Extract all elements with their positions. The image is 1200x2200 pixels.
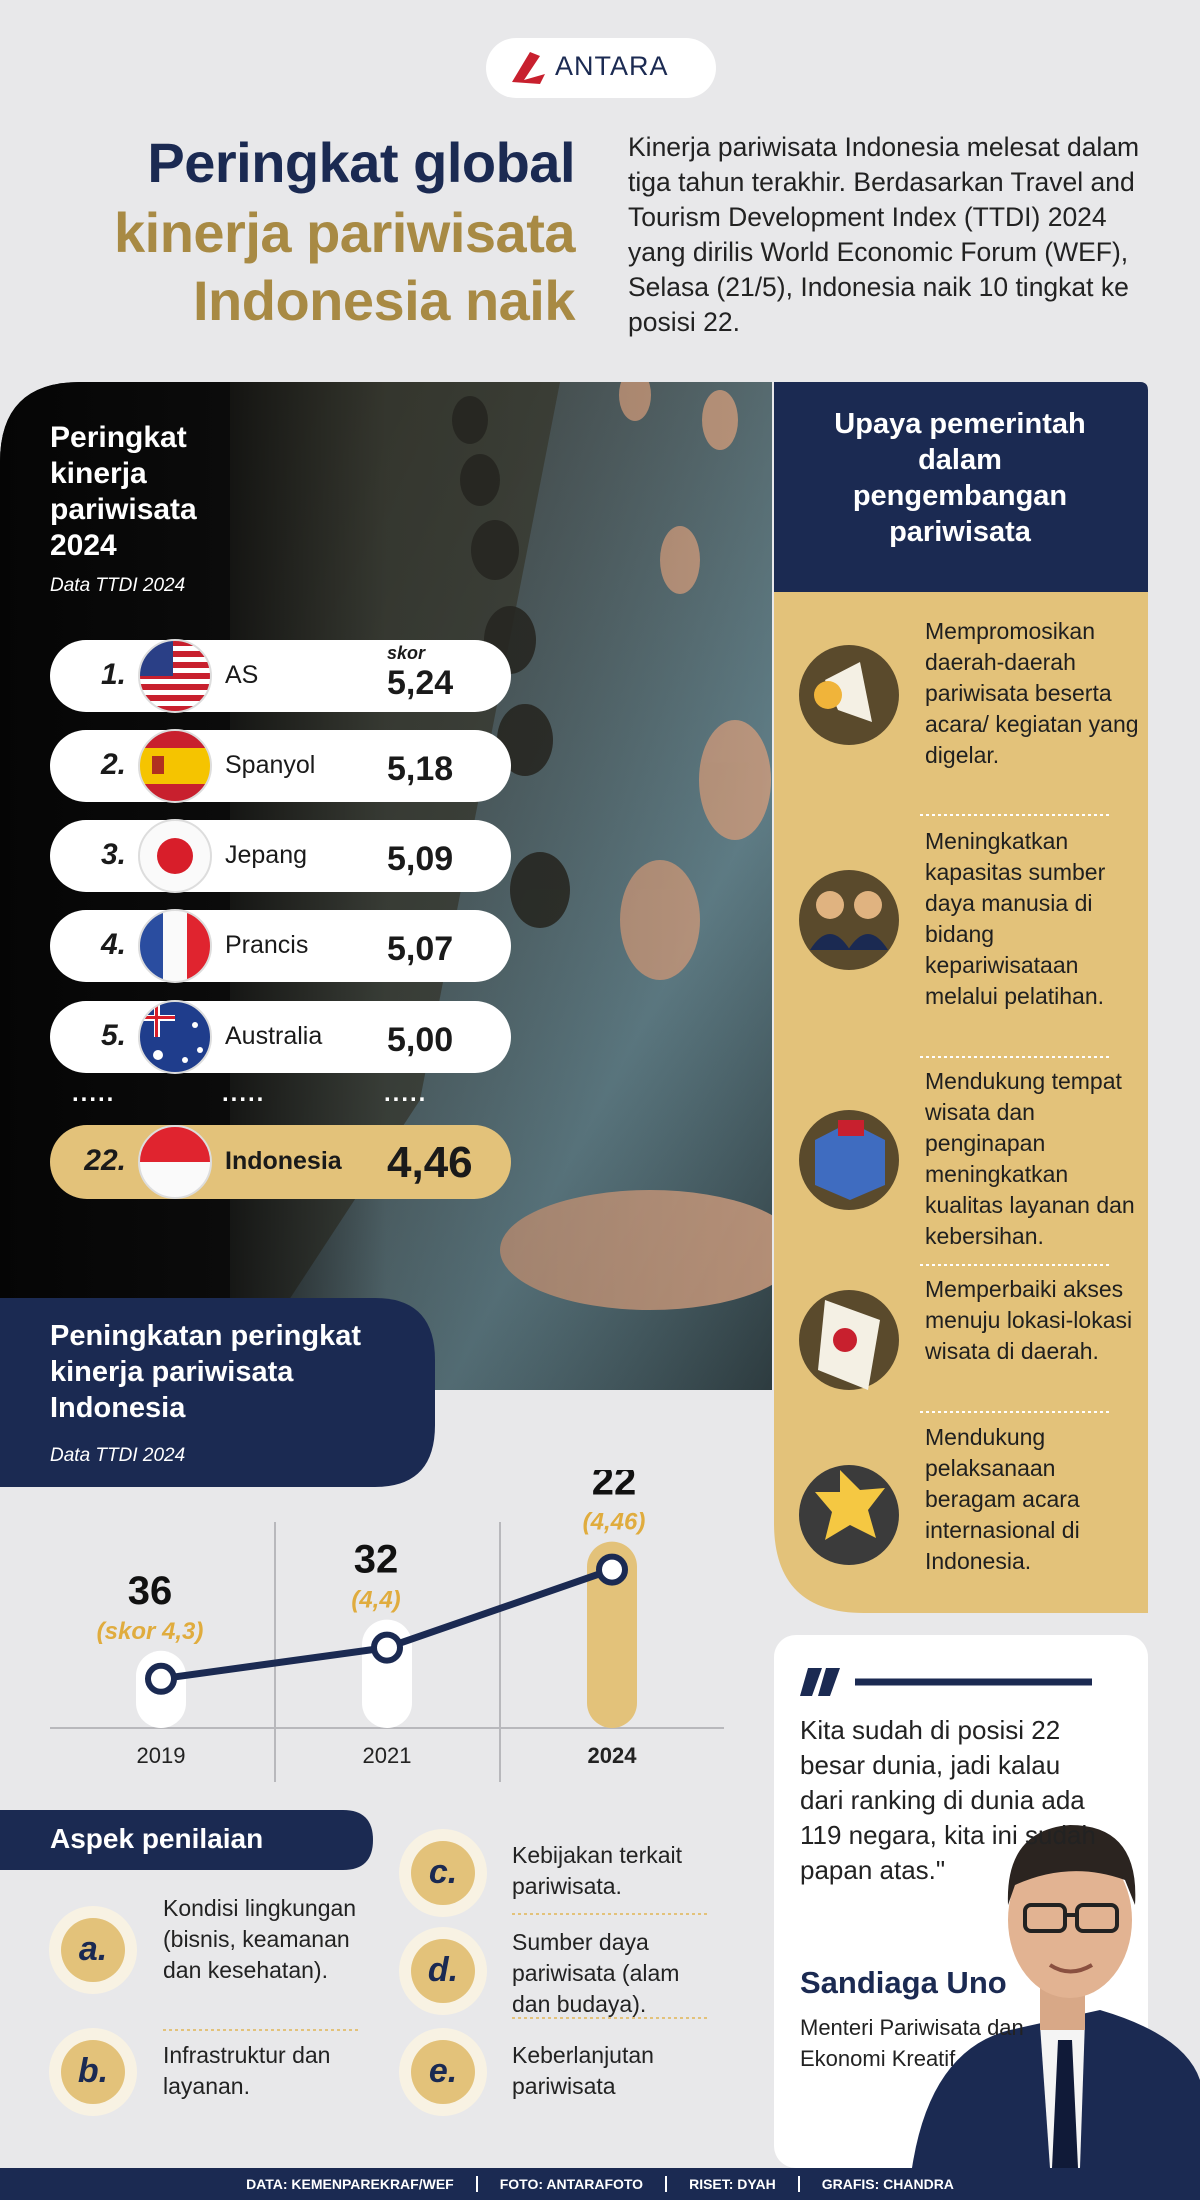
rank-number: 5. xyxy=(100,1019,126,1052)
year-label: 2024 xyxy=(588,1743,638,1768)
logo-text: ANTARA xyxy=(555,51,669,81)
aspect-text: Sumber daya pariwisata (alam dan budaya)… xyxy=(512,1929,680,2017)
aspect-badges xyxy=(49,1829,487,2116)
year-label: 2021 xyxy=(363,1743,412,1768)
score: 5,00 xyxy=(387,1021,454,1059)
aspect-letter: b. xyxy=(77,2052,109,2090)
aspect-separators xyxy=(163,1913,710,2031)
credit: DATA: KEMENPAREKRAF/WEF xyxy=(246,2176,454,2192)
rank-number: 3. xyxy=(100,838,126,871)
aspect-text: Kondisi lingkungan (bisnis, keamanan dan… xyxy=(163,1895,357,1983)
credit: FOTO: ANTARAFOTO xyxy=(475,2176,665,2192)
rank-chart: 36 (skor 4,3) 2019 32 (4,4) 2021 22 (4,46) 2024 xyxy=(97,1470,646,1768)
aspect-letter: a. xyxy=(78,1930,108,1968)
logo-pill xyxy=(486,38,716,98)
title-line: Indonesia naik xyxy=(193,269,576,332)
aspect-text: Infrastruktur dan layanan. xyxy=(163,2042,331,2099)
ranking-title: Peringkat kinerja pariwisata 2024 xyxy=(50,421,197,562)
improvement-title: Peningkatan peringkat kinerja pariwisata… xyxy=(50,1320,362,1424)
intro: Kinerja pariwisata Indonesia melesat dal… xyxy=(628,132,1140,337)
rank-label: 32 xyxy=(354,1538,399,1582)
rank-point xyxy=(596,1553,628,1586)
rank-number: 4. xyxy=(100,928,126,961)
score-label: (4,46) xyxy=(583,1509,646,1536)
rank-point xyxy=(145,1662,177,1695)
aspect-text: Kebijakan terkait pariwisata. xyxy=(512,1842,683,1899)
ellipsis: ..... xyxy=(384,1080,428,1107)
quote-role: Menteri Pariwisata dan Ekonomi Kreatif xyxy=(800,2015,1024,2071)
rank-point xyxy=(371,1631,403,1664)
policy-item: Mempromosikan daerah-daerah pariwisata b… xyxy=(925,618,1139,768)
score-label: (skor 4,3) xyxy=(97,1618,204,1645)
rank-label: 22 xyxy=(592,1470,637,1504)
policy-separators xyxy=(920,814,1110,1413)
improvement-box xyxy=(0,1298,435,1487)
ellipsis: ..... xyxy=(222,1080,266,1107)
aspects-header xyxy=(0,1810,373,1870)
policy-item: Meningkatkan kapasitas sumber daya manus… xyxy=(925,828,1106,1009)
aspect-letter: c. xyxy=(428,1853,458,1891)
improvement-source: Data TTDI 2024 xyxy=(50,1445,186,1466)
ellipsis: ..... xyxy=(72,1080,116,1107)
rank-bar xyxy=(587,1541,637,1728)
aspects-title: Aspek penilaian xyxy=(50,1823,264,1854)
policy-header-box xyxy=(774,382,1148,592)
flags xyxy=(138,639,212,1199)
score: 5,09 xyxy=(387,840,454,878)
quote-mark xyxy=(800,1668,840,1696)
country: Spanyol xyxy=(225,751,316,779)
title-line: kinerja pariwisata xyxy=(113,201,576,264)
credit: RISET: DYAH xyxy=(665,2176,798,2192)
title-line: Peringkat global xyxy=(147,131,575,194)
policy-item: Mendukung pelaksanaan beragam acara inte… xyxy=(925,1424,1080,1574)
rank-label: 36 xyxy=(128,1569,173,1613)
aspect-letter: e. xyxy=(428,2052,458,2090)
country: Jepang xyxy=(225,841,308,869)
year-label: 2019 xyxy=(137,1743,186,1768)
rank-number: 1. xyxy=(100,658,126,691)
portrait xyxy=(912,1825,1200,2168)
policy-item: Mendukung tempat wisata dan penginapan m… xyxy=(925,1068,1135,1249)
score-label: skor xyxy=(387,643,426,663)
policy-icons xyxy=(799,645,899,1565)
credit: GRAFIS: CHANDRA xyxy=(797,2176,976,2192)
quote-name: Sandiaga Uno xyxy=(800,1965,1007,2000)
score: 5,24 xyxy=(387,664,454,702)
country: Australia xyxy=(225,1022,323,1050)
logo-mark xyxy=(512,52,545,84)
country: AS xyxy=(225,661,259,689)
score: 4,46 xyxy=(387,1138,473,1187)
country: Indonesia xyxy=(225,1147,342,1175)
score: 5,07 xyxy=(387,930,454,968)
country: Prancis xyxy=(225,931,309,959)
score: 5,18 xyxy=(387,750,454,788)
footer-bar xyxy=(0,2168,1200,2200)
aspect-letter: d. xyxy=(427,1951,459,1989)
policy-item: Memperbaiki akses menuju lokasi-lokasi w… xyxy=(925,1276,1133,1364)
footer: DATA: KEMENPAREKRAF/WEF FOTO: ANTARAFOTO… xyxy=(0,2168,1200,2200)
ranking-source: Data TTDI 2024 xyxy=(50,575,186,596)
rank-number: 22. xyxy=(84,1144,126,1177)
aspect-text: Keberlanjutan pariwisata xyxy=(512,2042,654,2099)
score-label: (4,4) xyxy=(351,1587,400,1614)
quote-text: Kita sudah di posisi 22 besar dunia, jad… xyxy=(800,1715,1096,1885)
policy-title: Upaya pemerintah dalam pengembangan pari… xyxy=(834,408,1086,548)
rank-number: 2. xyxy=(100,748,126,781)
